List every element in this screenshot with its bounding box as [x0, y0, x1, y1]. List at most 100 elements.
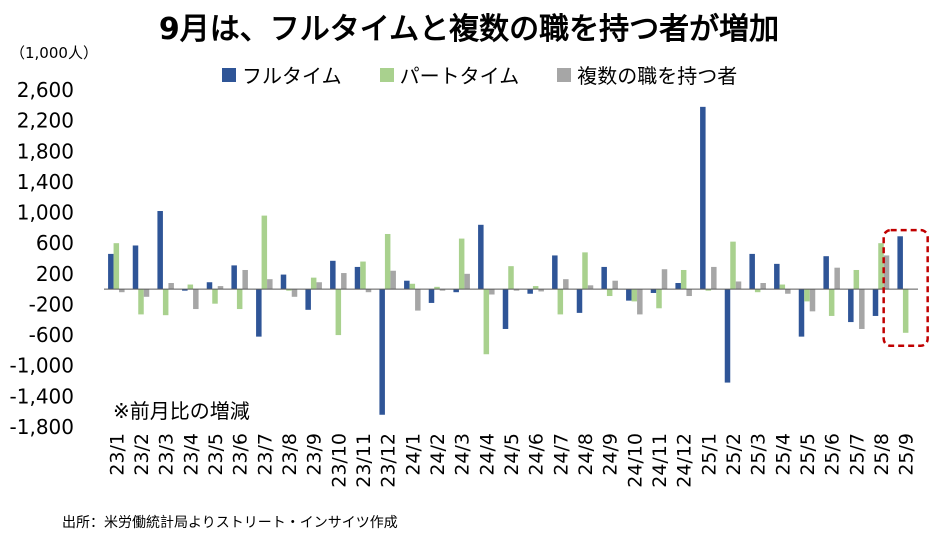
highlight-box-25-9	[882, 228, 929, 348]
bar-fulltime-24-12	[675, 283, 681, 290]
bar-multiple-24-7	[563, 279, 569, 290]
bar-fulltime-25-6	[823, 256, 829, 290]
bar-parttime-24-2	[434, 286, 440, 290]
bar-parttime-24-11	[656, 289, 662, 309]
bar-fulltime-24-11	[650, 289, 657, 293]
x-tick-label: 24/5	[501, 433, 523, 476]
bar-multiple-25-2	[735, 281, 742, 290]
bar-parttime-25-3	[754, 289, 761, 293]
x-tick-label: 23/6	[230, 433, 252, 476]
bar-parttime-23-5	[212, 289, 218, 304]
bar-multiple-25-5	[809, 289, 816, 312]
bar-multiple-23-10	[341, 273, 347, 290]
bar-multiple-25-6	[834, 267, 840, 290]
x-tick-label: 25/5	[797, 433, 819, 476]
x-tick-label: 25/6	[822, 433, 844, 476]
bar-parttime-24-4	[483, 289, 490, 355]
legend-label-fulltime: フルタイム	[242, 64, 342, 88]
bar-multiple-24-10	[637, 289, 643, 315]
x-tick-label: 24/8	[575, 433, 597, 476]
y-tick-label: 1,400	[17, 170, 74, 194]
x-tick-label: 23/12	[378, 433, 400, 488]
y-tick-label: -200	[29, 292, 74, 316]
y-axis-unit-label: （1,000人）	[10, 44, 98, 62]
bar-fulltime-23-9	[305, 289, 311, 310]
bar-multiple-24-3	[464, 273, 470, 290]
bar-fulltime-24-6	[527, 289, 533, 294]
x-tick-label: 23/8	[279, 433, 301, 476]
note-text: ※前月比の増減	[113, 399, 250, 423]
x-tick-label: 25/7	[846, 433, 868, 476]
x-tick-label: 23/11	[353, 433, 375, 488]
bar-fulltime-23-8	[280, 274, 287, 290]
bar-multiple-23-3	[168, 283, 174, 290]
bar-multiple-24-6	[538, 289, 544, 292]
bar-parttime-24-8	[582, 252, 588, 290]
x-tick-label: 25/1	[698, 433, 720, 476]
bar-multiple-23-9	[316, 282, 322, 290]
y-tick-label: 1,000	[17, 201, 74, 225]
bar-parttime-23-3	[162, 289, 169, 316]
bar-fulltime-25-3	[749, 253, 755, 290]
bar-fulltime-23-12	[379, 289, 385, 415]
legend-label-parttime: パートタイム	[399, 64, 520, 88]
bar-fulltime-24-1	[404, 280, 410, 290]
bar-multiple-24-12	[686, 289, 692, 297]
x-tick-label: 23/9	[304, 433, 326, 476]
x-tick-label: 24/4	[476, 433, 498, 476]
legend-swatch-fulltime	[222, 67, 236, 82]
y-tick-label: -1,800	[10, 415, 74, 439]
bar-parttime-23-4	[187, 284, 194, 290]
x-tick-label: 23/1	[106, 433, 128, 476]
x-tick-label: 24/9	[600, 433, 622, 476]
source-note: 出所：米労働統計局よりストリート・インサイツ作成	[62, 515, 398, 531]
bar-fulltime-25-8	[872, 289, 879, 316]
legend-item-fulltime: フルタイム	[222, 60, 342, 89]
x-tick-label: 24/11	[649, 433, 671, 488]
bars	[108, 106, 914, 415]
bar-multiple-23-1	[119, 289, 125, 293]
x-tick-label: 25/2	[723, 433, 745, 476]
bar-fulltime-23-11	[354, 266, 361, 290]
x-tick-label: 24/10	[624, 433, 646, 488]
legend-item-multiple: 複数の職を持つ者	[557, 60, 737, 89]
x-tick-label: 23/5	[205, 433, 227, 476]
bar-fulltime-24-9	[601, 266, 607, 290]
bar-multiple-23-2	[143, 289, 150, 297]
bar-fulltime-25-4	[774, 263, 780, 290]
bar-multiple-25-8	[883, 255, 890, 290]
y-tick-label: 2,200	[17, 109, 74, 133]
y-tick-label: -600	[29, 323, 74, 347]
x-tick-label: 24/1	[402, 433, 424, 476]
bar-multiple-23-6	[242, 269, 248, 290]
bar-multiple-23-8	[291, 289, 298, 297]
y-tick-label: 200	[36, 262, 74, 286]
bar-fulltime-23-4	[182, 289, 188, 291]
y-tick-label: 2,600	[17, 78, 74, 102]
bar-multiple-25-3	[760, 283, 766, 290]
bar-fulltime-25-1	[700, 106, 706, 290]
bar-fulltime-24-4	[478, 224, 484, 290]
bar-multiple-25-1	[711, 266, 717, 290]
bar-parttime-23-10	[335, 289, 342, 336]
bar-parttime-24-6	[532, 286, 539, 290]
legend-swatch-parttime	[379, 67, 394, 82]
legend-label-multiple: 複数の職を持つ者	[577, 64, 738, 88]
x-tick-label: 23/3	[156, 433, 178, 476]
bar-fulltime-23-6	[231, 265, 237, 290]
y-axis-ticks: 2,600 2,200 1,800 1,400 1,000 600 200 -200 -600 -…	[10, 78, 74, 439]
bar-parttime-23-7	[261, 215, 268, 290]
bar-multiple-23-12	[390, 270, 396, 290]
bar-multiple-23-4	[193, 289, 199, 310]
bar-parttime-24-1	[409, 283, 416, 290]
bar-multiple-23-7	[267, 279, 273, 290]
x-tick-label: 25/4	[772, 433, 794, 476]
bar-fulltime-24-5	[502, 289, 509, 329]
bar-multiple-24-5	[513, 289, 520, 291]
bar-fulltime-23-5	[206, 282, 213, 290]
bar-parttime-23-12	[384, 233, 391, 290]
bar-parttime-24-12	[680, 269, 687, 290]
bar-fulltime-25-5	[798, 289, 805, 337]
bar-fulltime-24-3	[453, 289, 459, 293]
